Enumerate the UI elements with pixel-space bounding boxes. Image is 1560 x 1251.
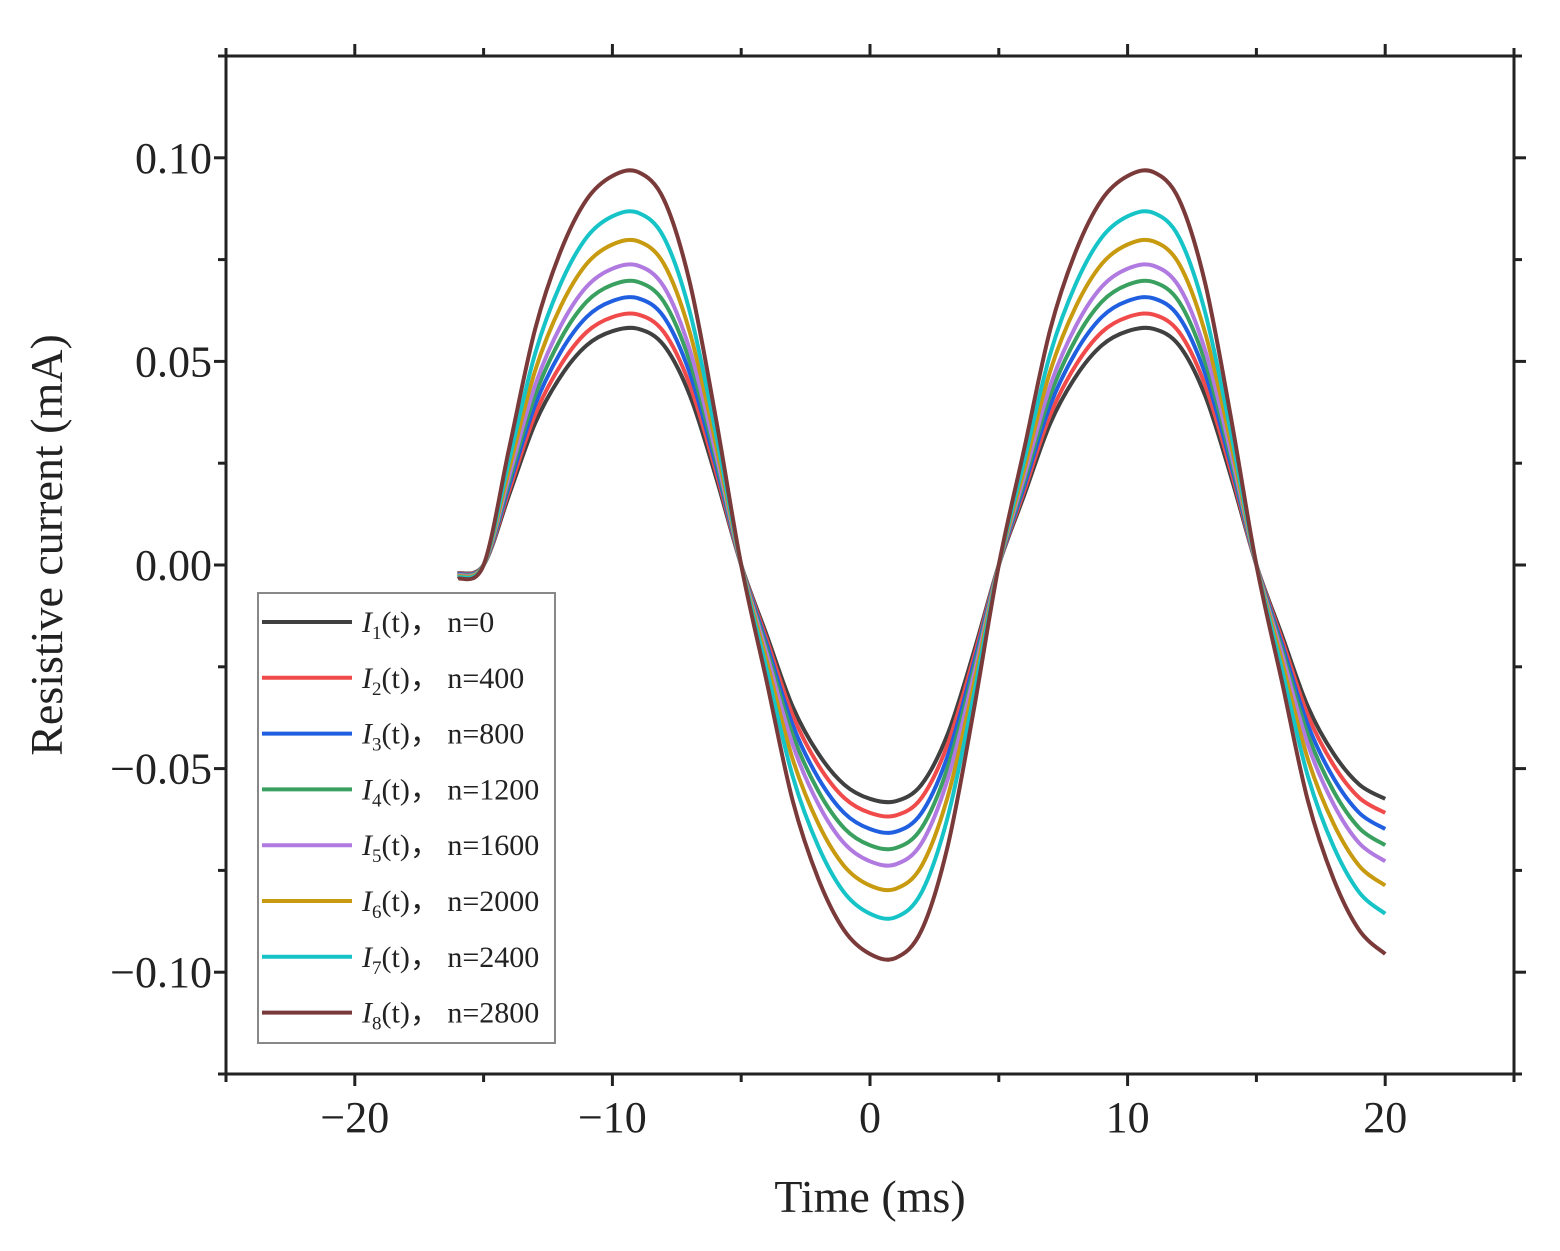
series-line-7: [456, 209, 1387, 921]
y-tick-label: −0.05: [110, 745, 212, 794]
legend-label-2: I2(t)， n=400: [361, 662, 524, 700]
y-tick-label: 0.10: [135, 134, 212, 183]
x-tick-label: 0: [859, 1093, 881, 1142]
legend-label-6: I6(t)， n=2000: [361, 885, 539, 923]
x-axis-label: Time (ms): [774, 1171, 965, 1222]
y-tick-label: −0.10: [110, 948, 212, 997]
legend-label-5: I5(t)， n=1600: [361, 829, 539, 867]
tick-labels: −20 −10 0 10 20 0.10 0.05 0.00 −0.05 −0.10: [110, 134, 1407, 1142]
legend-label-4: I4(t)， n=1200: [361, 773, 539, 811]
legend-label-7: I7(t)， n=2400: [361, 941, 539, 979]
legend-label-1: I1(t)， n=0: [361, 606, 494, 644]
legend: I1(t)， n=0 I2(t)， n=400 I3(t)， n=800 I4(t)，…: [257, 592, 556, 1044]
y-tick-label: 0.00: [135, 541, 212, 590]
legend-label-3: I3(t)， n=800: [361, 718, 524, 756]
x-tick-label: 20: [1363, 1093, 1407, 1142]
series-line-8: [456, 168, 1387, 962]
legend-box: [257, 592, 556, 1044]
x-tick-label: 10: [1106, 1093, 1150, 1142]
y-axis-label: Resistive current (mA): [21, 334, 72, 756]
x-tick-label: −10: [578, 1093, 647, 1142]
y-tick-label: 0.05: [135, 337, 212, 386]
axis-ticks: [214, 44, 1526, 1086]
legend-label-8: I8(t)， n=2800: [361, 997, 539, 1035]
series-layer: [456, 168, 1387, 962]
x-tick-label: −20: [320, 1093, 389, 1142]
